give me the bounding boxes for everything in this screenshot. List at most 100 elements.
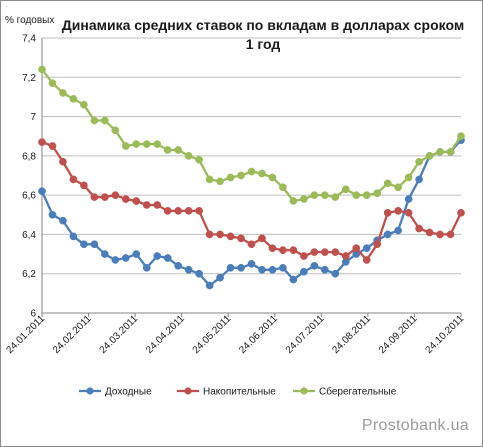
data-point	[362, 244, 371, 253]
data-point	[69, 175, 78, 184]
data-point	[132, 140, 141, 148]
data-point	[205, 230, 214, 239]
data-point	[101, 116, 109, 125]
data-point	[289, 197, 298, 205]
series-3	[38, 65, 465, 205]
data-point	[90, 240, 99, 249]
data-point	[48, 210, 57, 219]
data-point	[184, 207, 193, 215]
data-point	[279, 183, 287, 192]
series-line	[41, 68, 462, 203]
axes	[41, 38, 462, 317]
y-tick-label: 7,2	[22, 73, 36, 84]
data-point	[373, 240, 382, 249]
series-group	[38, 65, 465, 290]
data-point	[415, 157, 423, 166]
data-point	[216, 230, 224, 239]
x-tick-label: 24.07.2011	[284, 313, 327, 356]
data-point	[59, 216, 67, 225]
data-point	[121, 195, 130, 203]
gridlines	[42, 37, 461, 314]
data-point	[247, 260, 256, 268]
data-point	[258, 265, 266, 274]
x-tick-label: 24.05.2011	[191, 313, 234, 356]
data-point	[310, 262, 319, 270]
chart-title-line-1: Динамика средних ставок по вкладам в дол…	[62, 17, 464, 33]
data-point	[59, 89, 67, 97]
data-point	[383, 179, 392, 188]
data-point	[121, 254, 130, 262]
data-point	[237, 171, 245, 180]
data-point	[436, 148, 444, 156]
data-point	[163, 207, 172, 215]
data-point	[121, 142, 130, 150]
data-point	[415, 224, 423, 233]
data-point	[142, 263, 151, 272]
data-point	[80, 100, 88, 109]
data-point	[205, 175, 214, 184]
data-point	[300, 252, 308, 260]
watermark-text: Prostobank.ua	[362, 417, 469, 434]
data-point	[279, 263, 287, 272]
data-point	[320, 265, 329, 274]
data-point	[195, 155, 203, 164]
data-point	[38, 138, 46, 146]
data-point	[362, 191, 371, 199]
data-point	[457, 132, 465, 141]
data-point	[300, 267, 308, 276]
x-tick-label: 24.08.2011	[330, 313, 373, 356]
data-point	[153, 201, 162, 209]
data-point	[111, 191, 120, 199]
data-point	[268, 173, 277, 182]
data-point	[101, 193, 109, 201]
data-point	[216, 177, 224, 186]
data-point	[331, 248, 340, 256]
legend-marker	[300, 387, 308, 395]
data-point	[415, 175, 423, 184]
data-point	[237, 234, 245, 243]
x-tick-label: 24.10.2011	[423, 313, 466, 356]
data-point	[132, 197, 141, 205]
data-point	[425, 152, 434, 160]
data-point	[352, 244, 361, 253]
data-point	[216, 273, 224, 282]
x-tick-label: 24.02.2011	[51, 313, 94, 356]
data-point	[174, 207, 183, 215]
data-point	[38, 65, 46, 74]
chart-title: Динамика средних ставок по вкладам в дол…	[62, 17, 464, 52]
data-point	[446, 148, 455, 156]
data-point	[132, 250, 141, 258]
data-point	[111, 126, 120, 135]
y-tick-label: 6,2	[22, 269, 36, 280]
y-tick-labels: 6 6,2 6,4 6,6 6,8 7 7,2 7,4	[22, 34, 36, 320]
data-point	[383, 208, 392, 217]
x-tick-label: 24.09.2011	[377, 313, 420, 356]
data-point	[289, 275, 298, 284]
data-point	[320, 191, 329, 199]
legend: Доходные Накопительные Сберегательные	[79, 386, 397, 398]
data-point	[174, 146, 183, 154]
data-point	[90, 193, 99, 201]
y-tick-label: 7,4	[22, 34, 36, 45]
x-tick-label: 24.04.2011	[144, 313, 187, 356]
data-point	[373, 189, 382, 198]
data-point	[394, 183, 402, 192]
data-point	[258, 169, 266, 178]
data-point	[80, 240, 88, 249]
legend-label: Накопительные	[203, 387, 276, 398]
data-point	[446, 230, 455, 239]
data-point	[362, 256, 371, 264]
data-point	[69, 232, 78, 241]
x-tick-label: 24.03.2011	[98, 313, 141, 356]
data-point	[300, 195, 308, 203]
y-tick-label: 6,4	[22, 230, 36, 241]
data-point	[163, 254, 172, 262]
data-point	[457, 208, 465, 217]
data-point	[101, 250, 109, 258]
legend-marker	[184, 387, 192, 395]
data-point	[80, 181, 88, 190]
data-point	[59, 157, 67, 166]
data-point	[341, 252, 350, 260]
data-point	[404, 195, 413, 203]
